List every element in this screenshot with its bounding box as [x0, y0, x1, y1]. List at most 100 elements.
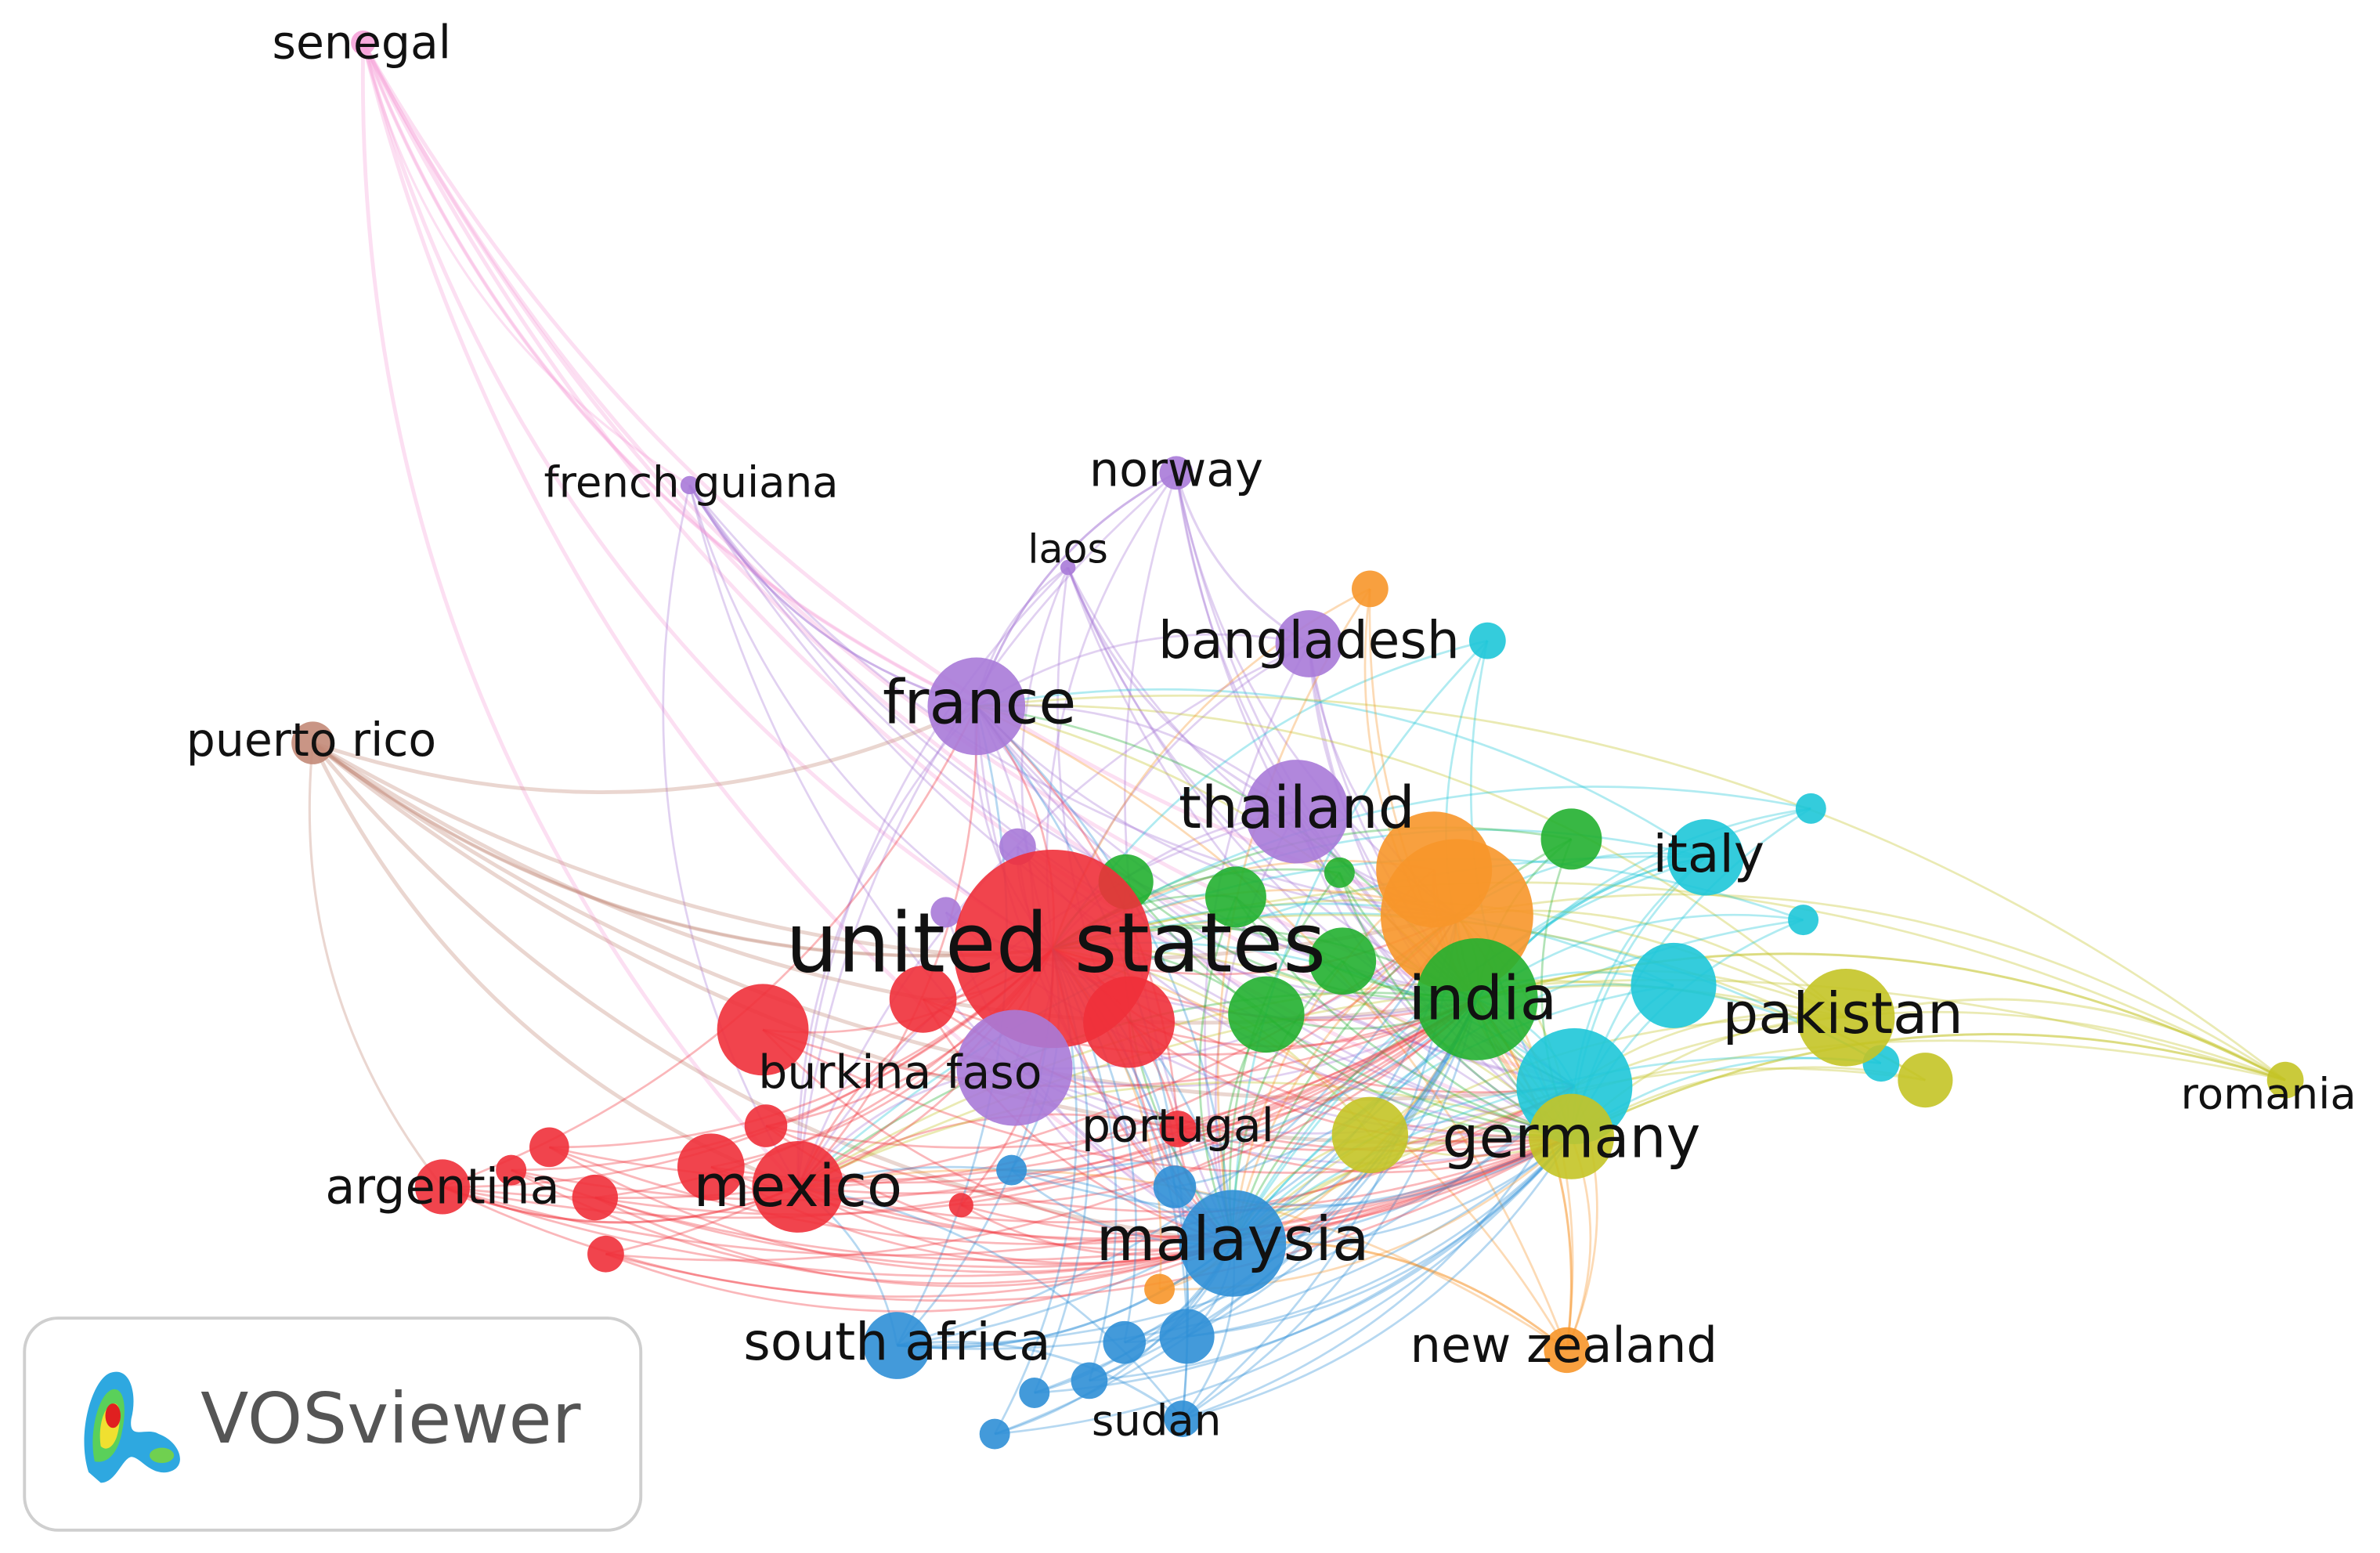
edge	[360, 42, 800, 1189]
edge	[1186, 1136, 1573, 1338]
edge	[1204, 643, 1310, 1244]
node	[1544, 1327, 1590, 1374]
edge	[1265, 1013, 1572, 1138]
edge	[1013, 1067, 1575, 1135]
node	[677, 1133, 745, 1201]
edge	[897, 1136, 1573, 1350]
edge	[1014, 998, 1478, 1088]
node	[351, 30, 376, 56]
node-label: norway	[1089, 442, 1263, 497]
node	[717, 984, 809, 1076]
node	[930, 897, 962, 928]
edge	[1476, 952, 2286, 1082]
edge	[765, 1125, 1572, 1213]
edge	[1186, 999, 1479, 1338]
edge	[442, 1186, 799, 1224]
node-label: india	[1409, 963, 1558, 1034]
edge	[594, 998, 1478, 1216]
nodes	[291, 30, 2304, 1450]
edge	[796, 706, 978, 1188]
edge	[976, 704, 1847, 1019]
node	[1159, 1309, 1215, 1364]
logo-icon	[84, 1371, 180, 1483]
node	[680, 475, 699, 495]
edge	[1295, 811, 1573, 1138]
node	[752, 1141, 844, 1233]
node	[1309, 927, 1377, 995]
edge	[797, 1113, 1179, 1188]
node	[996, 1154, 1027, 1186]
node	[1071, 1362, 1108, 1400]
node	[1540, 808, 1602, 870]
edge	[762, 1028, 1233, 1244]
node	[979, 1418, 1010, 1450]
edge	[442, 1085, 1575, 1257]
edge	[548, 1146, 1233, 1273]
edge	[605, 998, 1478, 1262]
edge	[797, 1186, 1183, 1420]
edge	[797, 1186, 1233, 1265]
edge	[797, 1081, 1572, 1188]
edge	[311, 741, 1053, 958]
edge	[361, 42, 1458, 918]
edge	[1570, 1032, 2286, 1138]
edge	[1182, 999, 1479, 1420]
edge	[688, 484, 977, 708]
edge	[361, 42, 977, 709]
edge	[976, 694, 2286, 1082]
node-label: south africa	[743, 1312, 1050, 1372]
edge	[762, 998, 1478, 1088]
node	[1415, 937, 1538, 1060]
edge	[511, 1168, 1233, 1285]
node	[1159, 456, 1194, 490]
node	[1244, 760, 1349, 864]
edge	[922, 999, 1233, 1244]
edge	[312, 704, 977, 795]
edge	[511, 1135, 1573, 1262]
edge	[1232, 1016, 1847, 1244]
edge	[1457, 893, 2286, 1082]
node-label: laos	[1027, 526, 1107, 572]
node	[291, 721, 334, 764]
node-label: puerto rico	[186, 713, 436, 767]
node	[1153, 1165, 1197, 1208]
node	[948, 1193, 973, 1218]
node-label: italy	[1653, 824, 1765, 884]
edge	[897, 915, 1458, 1347]
edge	[796, 566, 1069, 1187]
node	[1164, 1400, 1201, 1437]
node	[927, 657, 1026, 756]
edge	[796, 705, 977, 1187]
edge	[442, 1186, 799, 1224]
node-label: romania	[2181, 1069, 2357, 1119]
edge	[762, 1028, 1572, 1174]
edge	[1182, 1136, 1573, 1420]
edge	[976, 633, 1309, 708]
node	[1019, 1377, 1050, 1408]
edge	[1034, 1136, 1573, 1394]
node	[1324, 857, 1355, 888]
node-label: sudan	[1092, 1396, 1222, 1446]
logo-frame	[23, 1316, 643, 1532]
edge	[594, 1135, 1573, 1269]
node	[572, 1174, 619, 1221]
node-label: malaysia	[1096, 1204, 1369, 1275]
node-label: mexico	[694, 1153, 903, 1220]
node	[496, 1154, 527, 1186]
edge	[1573, 1010, 2286, 1088]
edge	[308, 742, 444, 1188]
node-label: new zealand	[1410, 1316, 1717, 1374]
node-label: bangladesh	[1158, 610, 1460, 670]
node	[953, 850, 1152, 1049]
edge	[1231, 640, 1489, 1244]
node	[1179, 1190, 1287, 1297]
edge	[1013, 1067, 1572, 1165]
edge	[312, 741, 1457, 962]
edge	[797, 914, 1458, 1188]
edge	[797, 1168, 1568, 1352]
node	[1376, 811, 1493, 928]
node	[1351, 570, 1389, 608]
edge	[975, 706, 1575, 1088]
edge	[312, 742, 1053, 957]
